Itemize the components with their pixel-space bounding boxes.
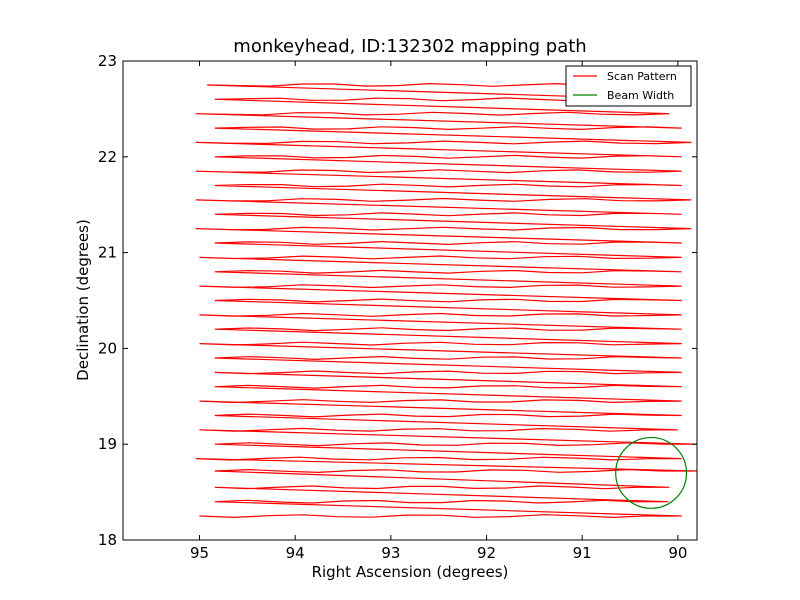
plot-area: 95 94 93 92 91 90 18 19 20 21 22 23 (98, 52, 698, 562)
beam-width-circle (615, 436, 688, 509)
legend-entry: Scan Pattern (607, 70, 677, 83)
x-tick-label: 95 (190, 544, 209, 562)
x-tick-label: 93 (381, 544, 400, 562)
axes-frame (122, 60, 698, 541)
legend-entry: Beam Width (607, 89, 674, 102)
y-tick-label: 20 (98, 339, 117, 357)
y-tick-label: 21 (98, 244, 117, 262)
y-tick-label: 23 (98, 52, 117, 70)
x-tick-label: 92 (477, 544, 496, 562)
x-axis-label: Right Ascension (degrees) (312, 563, 509, 581)
x-tick-label: 91 (573, 544, 592, 562)
chart-title: monkeyhead, ID:132302 mapping path (233, 36, 586, 57)
y-tick-label: 18 (98, 531, 117, 549)
y-tick-label: 22 (98, 148, 117, 166)
plot-marks (195, 82, 697, 519)
legend-box (565, 65, 692, 107)
x-tick-label: 90 (668, 544, 687, 562)
scan-pattern-line (195, 82, 697, 519)
y-axis-label: Declination (degrees) (74, 219, 92, 381)
legend: Scan Pattern Beam Width (565, 65, 692, 107)
x-tick-label: 94 (286, 544, 305, 562)
y-tick-label: 19 (98, 435, 117, 453)
